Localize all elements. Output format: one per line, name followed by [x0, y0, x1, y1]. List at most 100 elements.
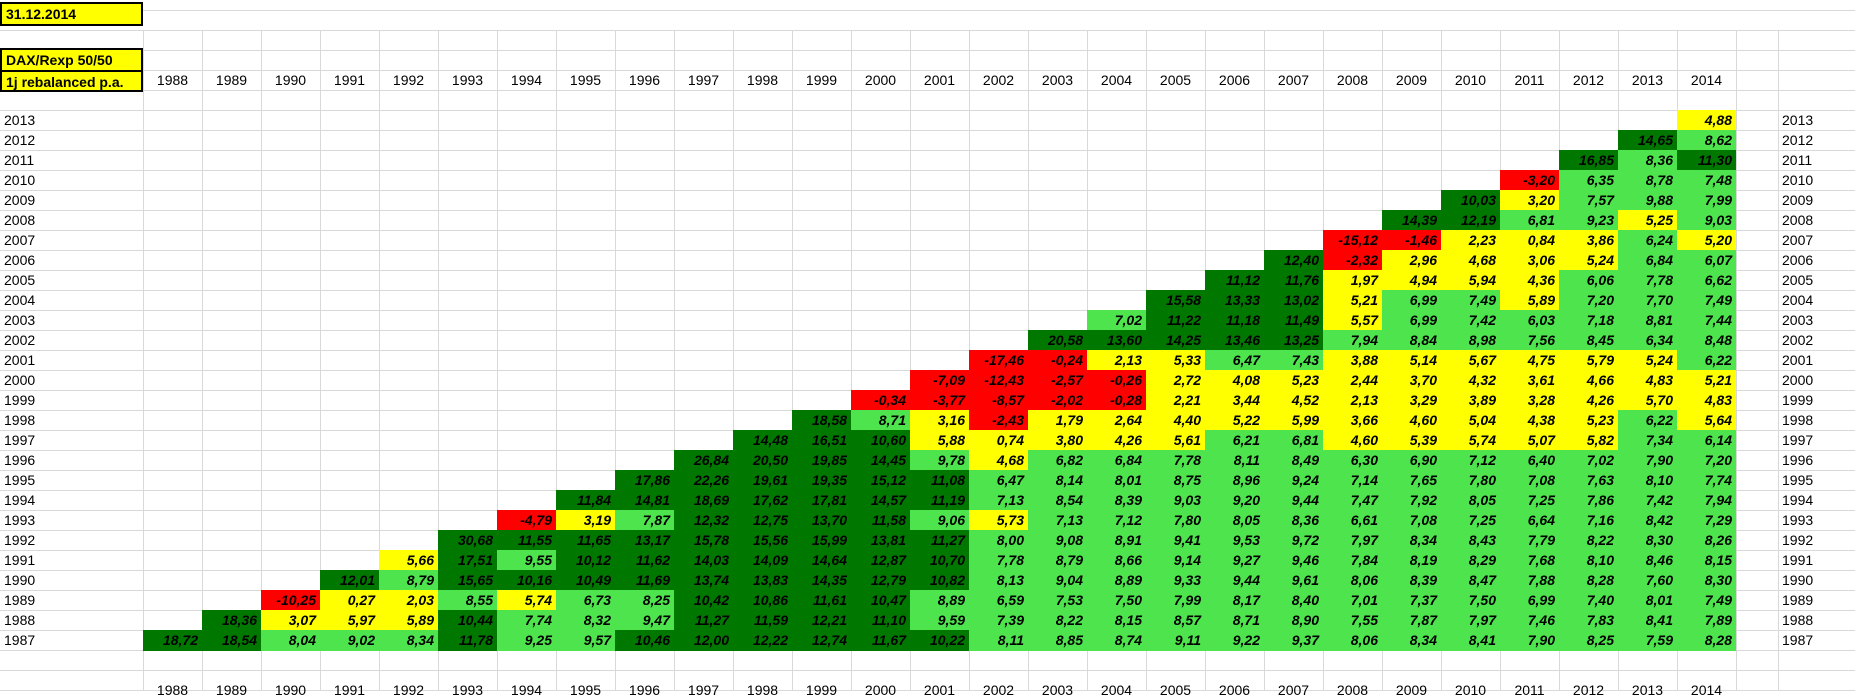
value-cell: 16,85	[1559, 150, 1618, 171]
value-cell: 6,82	[1028, 450, 1087, 471]
value-cell: 3,80	[1028, 430, 1087, 451]
value-cell: 5,07	[1500, 430, 1559, 451]
column-header: 1993	[451, 72, 484, 88]
value-cell: 8,55	[438, 590, 497, 611]
value-cell: 13,02	[1264, 290, 1323, 311]
grid-line	[733, 30, 734, 691]
value-cell: 8,48	[1677, 330, 1736, 351]
value-cell: 7,87	[615, 510, 674, 531]
value-cell: 8,25	[615, 590, 674, 611]
value-cell: 5,79	[1559, 350, 1618, 371]
value-cell: 8,39	[1382, 570, 1441, 591]
row-label: 1993	[4, 512, 36, 528]
value-cell: 9,06	[910, 510, 969, 531]
value-cell: 26,84	[674, 450, 733, 471]
value-cell: 7,88	[1500, 570, 1559, 591]
title-box: DAX/Rexp 50/50 1j rebalanced p.a.	[0, 48, 143, 92]
value-cell: 11,10	[851, 610, 910, 631]
value-cell: 8,17	[1205, 590, 1264, 611]
row-label-right: 2003	[1782, 312, 1814, 328]
value-cell: 18,69	[674, 490, 733, 511]
value-cell: 4,08	[1205, 370, 1264, 391]
value-cell: 4,60	[1382, 410, 1441, 431]
value-cell: 2,96	[1382, 250, 1441, 271]
row-label-right: 2001	[1782, 352, 1814, 368]
column-header: 1995	[569, 72, 602, 88]
value-cell: 9,47	[615, 610, 674, 631]
value-cell: 11,67	[851, 630, 910, 651]
column-footer: 1989	[215, 682, 248, 698]
value-cell: 9,37	[1264, 630, 1323, 651]
row-label: 1995	[4, 472, 36, 488]
value-cell: 5,99	[1264, 410, 1323, 431]
value-cell: 9,24	[1264, 470, 1323, 491]
value-cell: 18,36	[202, 610, 261, 631]
value-cell: 12,22	[733, 630, 792, 651]
value-cell: 8,15	[1677, 550, 1736, 571]
value-cell: 7,78	[1618, 270, 1677, 291]
value-cell: 8,74	[1087, 630, 1146, 651]
value-cell: 8,47	[1441, 570, 1500, 591]
value-cell: 8,11	[969, 630, 1028, 651]
row-label: 1999	[4, 392, 36, 408]
value-cell: 8,66	[1087, 550, 1146, 571]
value-cell: 9,59	[910, 610, 969, 631]
value-cell: 15,99	[792, 530, 851, 551]
value-cell: 7,40	[1559, 590, 1618, 611]
value-cell: 9,53	[1205, 530, 1264, 551]
value-cell: 8,90	[1264, 610, 1323, 631]
row-label: 2011	[4, 152, 35, 168]
value-cell: 8,04	[261, 630, 320, 651]
value-cell: 3,16	[910, 410, 969, 431]
value-cell: 0,74	[969, 430, 1028, 451]
value-cell: 5,24	[1559, 250, 1618, 271]
row-label: 2007	[4, 232, 36, 248]
row-label-right: 1987	[1782, 632, 1814, 648]
value-cell: 11,12	[1205, 270, 1264, 291]
row-label-right: 2004	[1782, 292, 1814, 308]
value-cell: 11,49	[1264, 310, 1323, 331]
column-footer: 1993	[451, 682, 484, 698]
value-cell: 8,10	[1618, 470, 1677, 491]
value-cell: 2,23	[1441, 230, 1500, 251]
value-cell: 12,87	[851, 550, 910, 571]
value-cell: 14,25	[1146, 330, 1205, 351]
column-footer: 1998	[746, 682, 779, 698]
value-cell: 10,12	[556, 550, 615, 571]
value-cell: 13,17	[615, 530, 674, 551]
column-header: 2002	[982, 72, 1015, 88]
column-footer: 2005	[1159, 682, 1192, 698]
value-cell: 8,14	[1028, 470, 1087, 491]
value-cell: 5,24	[1618, 350, 1677, 371]
value-cell: 12,32	[674, 510, 733, 531]
value-cell: 6,22	[1677, 350, 1736, 371]
value-cell: 11,59	[733, 610, 792, 631]
value-cell: 5,23	[1559, 410, 1618, 431]
value-cell: 8,62	[1677, 130, 1736, 151]
row-label: 1998	[4, 412, 36, 428]
value-cell: 8,42	[1618, 510, 1677, 531]
value-cell: 9,14	[1146, 550, 1205, 571]
value-cell: 5,20	[1677, 230, 1736, 251]
subtitle: 1j rebalanced p.a.	[6, 74, 124, 90]
column-header: 2013	[1631, 72, 1664, 88]
value-cell: 4,75	[1500, 350, 1559, 371]
value-cell: 12,01	[320, 570, 379, 591]
value-cell: 9,46	[1264, 550, 1323, 571]
grid-line	[792, 30, 793, 691]
value-cell: 7,43	[1264, 350, 1323, 371]
value-cell: 8,81	[1618, 310, 1677, 331]
value-cell: 8,89	[910, 590, 969, 611]
row-label-right: 2007	[1782, 232, 1814, 248]
value-cell: 14,45	[851, 450, 910, 471]
value-cell: 11,27	[910, 530, 969, 551]
grid-line	[851, 30, 852, 691]
value-cell: 7,29	[1677, 510, 1736, 531]
value-cell: 6,62	[1677, 270, 1736, 291]
grid-line	[202, 30, 203, 691]
value-cell: 19,61	[733, 470, 792, 491]
row-label: 1990	[4, 572, 36, 588]
value-cell: 4,66	[1559, 370, 1618, 391]
row-label: 2010	[4, 172, 36, 188]
value-cell: 5,74	[1441, 430, 1500, 451]
